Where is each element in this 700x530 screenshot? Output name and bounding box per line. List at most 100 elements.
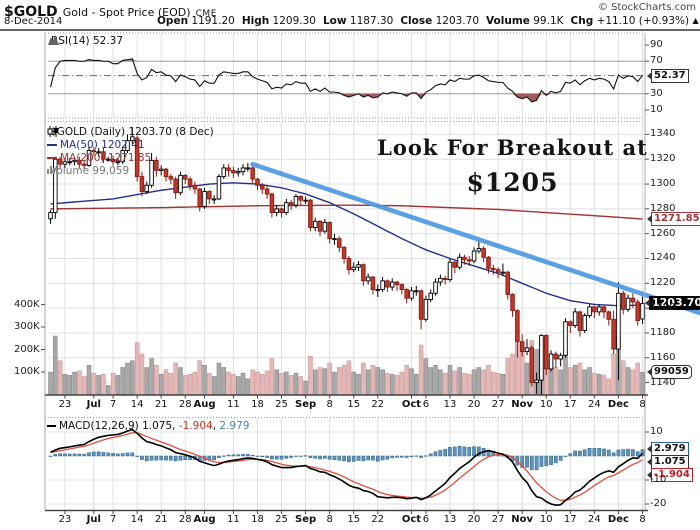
ma200-legend: MA(200) 1271.85 <box>60 152 152 164</box>
volume-axis-labels-item: 200K <box>14 343 40 355</box>
price-axis-labels-item: 1340 <box>650 128 676 140</box>
x-axis-labels-macd-item: 27 <box>491 514 505 525</box>
x-axis-labels-main-item: Dec <box>607 399 629 410</box>
x-axis-labels-main-item: 18 <box>251 399 264 410</box>
macd-axis-labels-item: -10 <box>650 474 667 485</box>
exchange: CME <box>195 9 217 19</box>
price-axis-labels-item: 1240 <box>650 252 676 264</box>
x-axis-labels-main-item: 14 <box>130 399 144 410</box>
volume-value: 99.1K <box>533 15 564 27</box>
x-axis-labels-main-item: Sep <box>295 399 317 410</box>
x-axis-labels-main-item: Jul <box>86 399 101 410</box>
macd-axis-labels-item: -20 <box>650 498 667 509</box>
price-axis-labels-item: 1200 <box>650 302 676 314</box>
price-axis-labels-item: 1140 <box>650 376 676 388</box>
open-label: Open <box>157 15 189 27</box>
macd-value: 1.075 <box>142 420 173 432</box>
x-axis-labels-macd-item: Jul <box>86 514 101 525</box>
rsi-axis-labels-item: 10 <box>650 104 663 115</box>
high-value: 1209.30 <box>272 15 316 27</box>
x-axis-labels-main-item: Nov <box>511 399 534 410</box>
x-axis-labels-macd-item: 28 <box>178 514 192 525</box>
x-axis-labels-macd-item: 10 <box>539 514 553 525</box>
price-axis-labels-item: 1160 <box>650 351 676 363</box>
ma50-legend: MA(50) 1202.41 <box>60 139 145 151</box>
x-axis-labels-main-item: 15 <box>347 399 361 410</box>
price-axis-labels-item: 1280 <box>650 202 676 214</box>
x-axis-labels-main-item: 10 <box>539 399 553 410</box>
ma200-current-box: 1271.85 <box>647 212 700 226</box>
last-price-box: 1203.70 <box>644 296 700 310</box>
rsi-label: RSI(14) 52.37 <box>51 35 124 47</box>
volume-legend: Volume 99,059 <box>50 165 130 177</box>
x-axis-labels-main-item: 20 <box>467 399 481 410</box>
price-axis-labels-item: 1220 <box>650 277 676 289</box>
rsi-axis-labels-item: 70 <box>650 55 663 67</box>
macd-hist-value: 2.979 <box>219 420 250 432</box>
price-legend-symbol-row: $GOLD (Daily) 1203.70 (8 Dec) <box>47 126 214 138</box>
x-axis-labels-main-item: 22 <box>371 399 385 410</box>
macd-signal-value: -1.904 <box>178 420 213 432</box>
x-axis-labels-macd-item: 7 <box>109 514 117 525</box>
x-axis-labels-main-item: 24 <box>587 399 601 410</box>
price-axis-labels-item: 1260 <box>650 227 676 239</box>
copyright: © StockCharts.com <box>597 2 696 13</box>
x-axis-labels-main-item: 11 <box>227 399 240 410</box>
macd-signal-box: -1.904 <box>647 468 693 482</box>
macd-hist-box: 2.979 <box>647 442 689 456</box>
macd-legend-row: MACD(12,26,9) 1.075, -1.904, 2.979 <box>47 420 249 432</box>
price-legend-symbol: $GOLD (Daily) 1203.70 (8 Dec) <box>50 126 214 138</box>
x-axis-labels-main-item: 28 <box>178 399 192 410</box>
x-axis-labels-main-item: 27 <box>491 399 505 410</box>
x-axis-labels-main-item: Oct <box>401 399 422 410</box>
annotation-line1: Look For Breakout at <box>377 135 648 160</box>
x-axis-labels-main-item: 21 <box>154 399 168 410</box>
volume-axis-labels-item: 400K <box>14 298 40 310</box>
x-axis-labels-macd-item: 23 <box>58 514 72 525</box>
rsi-axis-labels-item: 90 <box>650 39 663 50</box>
rsi-current-box: 52.37 <box>647 69 689 83</box>
close-value: 1203.70 <box>435 15 479 27</box>
close-label: Close <box>400 15 433 27</box>
x-axis-labels-macd-item: 17 <box>563 514 577 525</box>
x-axis-labels-main-item: Aug <box>193 399 216 410</box>
ma200-line-icon <box>47 156 57 160</box>
x-axis-labels-macd-item: Oct <box>401 514 422 525</box>
open-value: 1191.20 <box>191 15 235 27</box>
rsi-axis-labels-item: 30 <box>650 87 663 99</box>
x-axis-labels-macd-item: Sep <box>295 514 317 525</box>
chart-date: 8-Dec-2014 <box>4 16 63 27</box>
macd-label: MACD(12,26,9) <box>59 420 139 432</box>
x-axis-labels-main-item: 6 <box>422 399 430 410</box>
volume-label: Volume <box>486 15 530 27</box>
title-row: $GOLD Gold - Spot Price (EOD) CME <box>4 1 217 20</box>
volume-axis-labels-item: 300K <box>14 321 40 332</box>
annotation-line2: $1205 <box>466 168 559 197</box>
macd-line-icon <box>47 424 56 428</box>
volume-legend-row: Volume 99,059 <box>47 165 129 177</box>
x-axis-labels-macd-item: 8 <box>326 514 333 525</box>
x-axis-labels-macd-item: 24 <box>587 514 601 525</box>
x-axis-labels-main-item: 7 <box>109 399 117 410</box>
rsi-legend: RSI(14) 52.37 <box>48 35 123 47</box>
macd-axis-labels-item: 10 <box>650 426 663 437</box>
symbol-description: Gold - Spot Price (EOD) <box>62 6 191 19</box>
x-axis-labels-macd-item: Aug <box>193 514 216 525</box>
high-label: High <box>241 15 270 27</box>
x-axis-labels-main-item: 23 <box>58 399 72 410</box>
x-axis-labels-macd-item: 22 <box>371 514 385 525</box>
low-label: Low <box>322 15 347 27</box>
chg-up-arrow-icon: ▲ <box>692 16 699 25</box>
x-axis-labels-main-item: 25 <box>275 399 288 410</box>
x-axis-labels-macd-item: 13 <box>443 514 457 525</box>
price-axis-labels-item: 1320 <box>650 153 676 165</box>
ma50-legend-row: MA(50) 1202.41 <box>47 139 145 151</box>
x-axis-labels-macd-item: 20 <box>467 514 481 525</box>
x-axis-labels-macd-item: 14 <box>130 514 144 525</box>
chart-header: $GOLD Gold - Spot Price (EOD) CME © Stoc… <box>0 0 700 31</box>
x-axis-labels-macd-item: 11 <box>227 514 240 525</box>
x-axis-labels-main-item: 8 <box>639 399 646 410</box>
x-axis-labels-macd-item: 8 <box>639 514 646 525</box>
volume-current-box: 99059 <box>647 365 692 379</box>
